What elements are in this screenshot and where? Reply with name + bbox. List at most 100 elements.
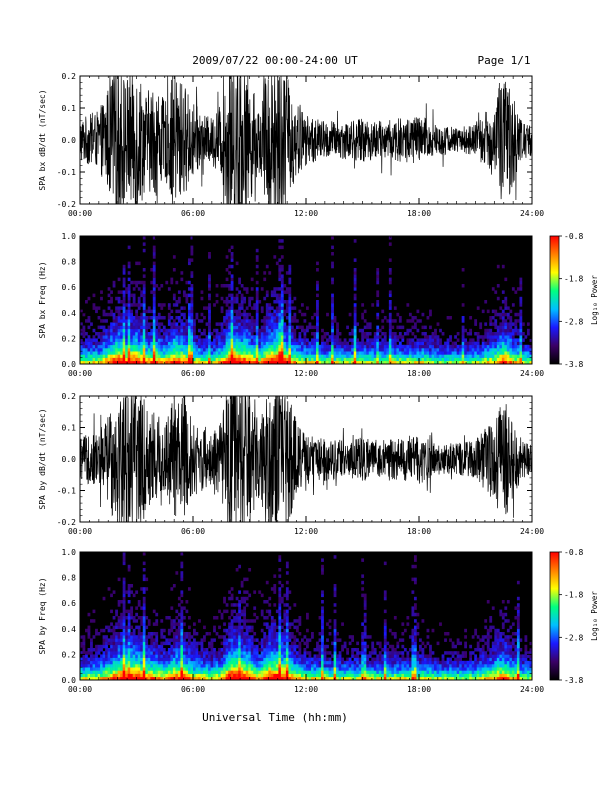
spectrogram-cell: [290, 676, 294, 681]
spectrogram-cell: [270, 616, 274, 620]
spectrogram-cell: [283, 344, 287, 349]
spectrogram-cell: [142, 360, 146, 365]
spectrogram-cell: [333, 660, 337, 665]
spectrogram-cell: [102, 676, 106, 681]
spectrogram-cell: [283, 622, 287, 626]
spectrogram-cell: [170, 335, 174, 339]
spectrogram-cell: [265, 338, 269, 342]
spectrogram-cell: [526, 357, 530, 362]
spectrogram-cell: [125, 628, 129, 633]
spectrogram-cell: [182, 616, 186, 620]
spectrogram-cell: [213, 667, 216, 671]
spectrogram-cell: [80, 657, 83, 662]
spectrogram-cell: [100, 332, 103, 336]
spectrogram-cell: [142, 296, 146, 301]
spectrogram-cell: [519, 332, 523, 336]
spectrogram-cell: [220, 654, 224, 658]
spectrogram-cell: [270, 306, 274, 310]
spectrogram-cell: [348, 332, 352, 336]
spectrogram-cell: [172, 638, 176, 642]
spectrogram-cell: [105, 673, 108, 678]
spectrogram-cell: [273, 312, 277, 317]
spectrogram-cell: [295, 628, 299, 633]
spectrogram-cell: [275, 306, 279, 310]
spectrogram-cell: [245, 635, 249, 639]
spectrogram-cell: [215, 667, 219, 671]
spectrogram-cell: [80, 341, 83, 346]
spectrogram-cell: [160, 632, 164, 636]
spectrogram-cell: [245, 664, 249, 668]
spectrogram-cell: [112, 673, 116, 678]
spectrogram-cell: [198, 667, 201, 671]
spectrogram-cell: [110, 290, 113, 294]
spectrogram-cell: [125, 341, 129, 346]
spectrogram-cell: [155, 651, 159, 655]
spectrogram-cell: [358, 341, 362, 346]
spectrogram-cell: [275, 309, 279, 314]
spectrogram-cell: [223, 644, 226, 649]
spectrogram-cell: [200, 312, 204, 317]
spectrogram-cell: [316, 287, 319, 291]
spectrogram-cell: [230, 306, 234, 310]
spectrogram-cell: [270, 587, 274, 591]
spectrogram-cell: [306, 616, 309, 620]
spectrogram-cell: [275, 300, 279, 304]
spectrogram-cell: [172, 348, 176, 352]
spectrogram-cell: [233, 296, 236, 301]
spectrogram-cell: [127, 348, 131, 352]
spectrogram-cell: [288, 312, 292, 317]
spectrogram-cell: [245, 577, 249, 582]
spectrogram-cell: [170, 316, 174, 320]
spectrogram-cell: [115, 338, 118, 342]
spectrogram-cell: [331, 667, 334, 671]
spectrogram-cell: [255, 303, 259, 307]
spectrogram-cell: [429, 354, 432, 358]
spectrogram-cell: [198, 348, 201, 352]
spectrogram-cell: [285, 303, 289, 307]
spectrogram-cell: [378, 328, 382, 333]
spectrogram-cell: [195, 660, 199, 665]
spectrogram-cell: [268, 596, 272, 601]
spectrogram-cell: [416, 328, 420, 333]
spectrogram-cell: [243, 600, 247, 604]
spectrogram-cell: [220, 325, 224, 330]
spectrogram-cell: [100, 296, 103, 301]
spectrogram-cell: [165, 341, 169, 346]
spectrogram-cell: [253, 325, 257, 330]
spectrogram-cell: [97, 341, 101, 346]
spectrogram-cell: [511, 287, 515, 291]
spectrogram-cell: [293, 657, 297, 662]
spectrogram-cell: [125, 354, 129, 358]
spectrogram-cell: [200, 344, 204, 349]
spectrogram-cell: [491, 357, 495, 362]
spectrogram-cell: [328, 360, 332, 365]
spectrogram-cell: [275, 641, 279, 646]
spectrogram-cell: [117, 328, 121, 333]
spectrogram-cell: [238, 354, 242, 358]
spectrogram-cell: [145, 316, 149, 320]
spectrogram-cell: [398, 351, 402, 355]
spectrogram-cell: [230, 357, 234, 362]
spectrogram-cell: [471, 344, 475, 349]
spectrogram-cell: [348, 312, 352, 317]
spectrogram-cell: [381, 348, 385, 352]
spectrogram-cell: [155, 619, 159, 623]
spectrogram-cell: [167, 641, 171, 646]
spectrogram-cell: [80, 322, 83, 326]
spectrogram-cell: [429, 312, 432, 317]
spectrogram-cell: [429, 348, 432, 352]
spectrogram-cell: [127, 284, 131, 288]
spectrogram-cell: [223, 316, 226, 320]
spectrogram-cell: [285, 271, 289, 275]
spectrogram-cell: [338, 654, 342, 658]
spectrogram-cell: [135, 625, 139, 630]
spectrogram-cell: [238, 564, 242, 569]
spectrogram-cell: [190, 274, 194, 278]
spectrogram-cell: [175, 300, 179, 304]
spectrogram-cell: [311, 338, 314, 342]
spectrogram-cell: [326, 360, 329, 365]
spectrogram-cell: [511, 351, 515, 355]
spectrogram-cell: [132, 287, 136, 291]
spectrogram-cell: [250, 332, 254, 336]
spectrogram-cell: [238, 606, 242, 610]
